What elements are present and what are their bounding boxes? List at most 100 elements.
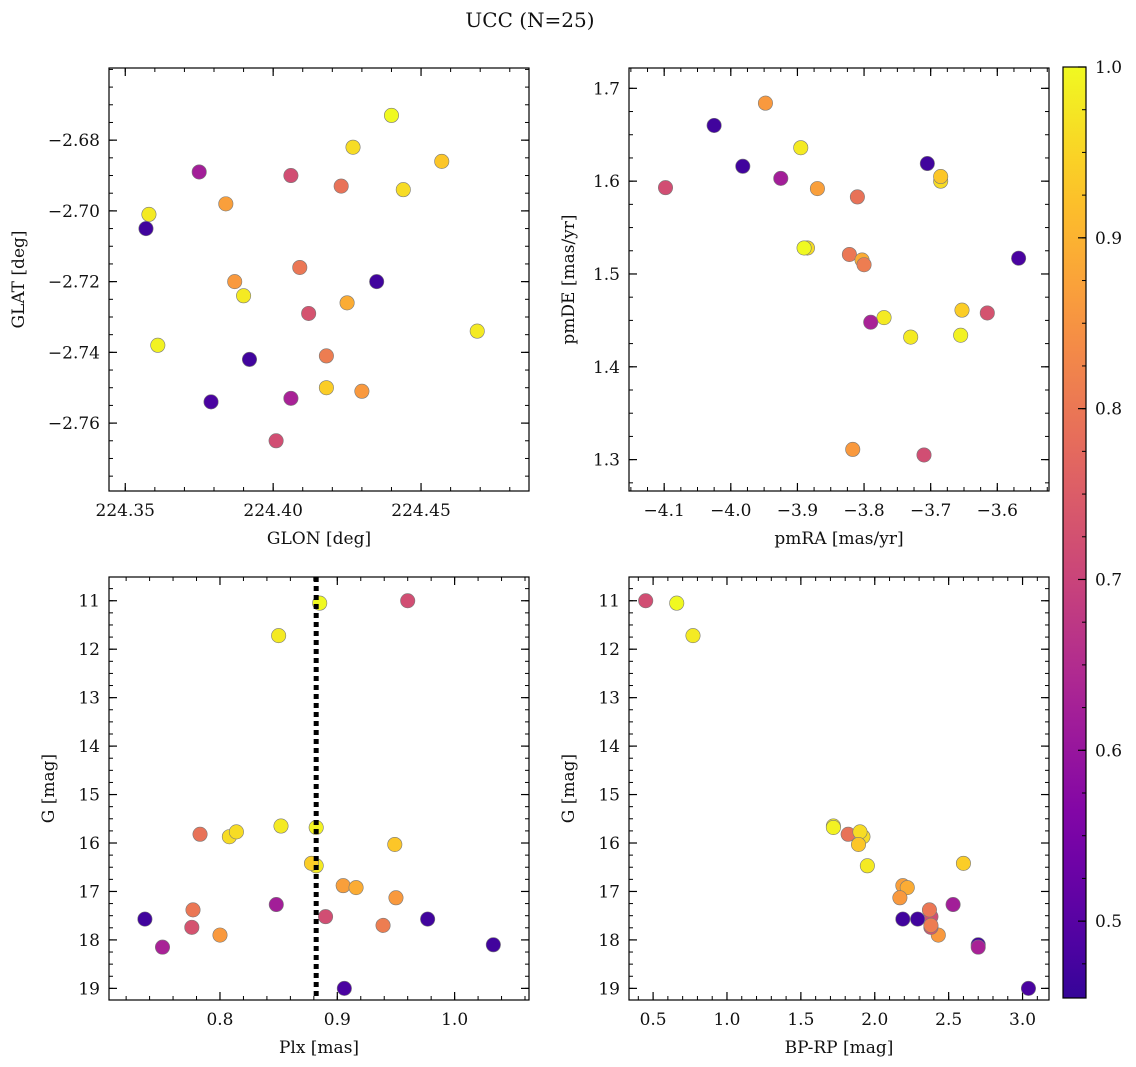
colorbar-tick-label: 0.6 xyxy=(1095,741,1122,761)
y-tick-label: 1.4 xyxy=(593,358,620,378)
y-tick-label: 1.5 xyxy=(593,265,620,285)
y-tick-label: 14 xyxy=(78,737,100,757)
y-tick-label: −2.72 xyxy=(48,273,100,293)
colorbar-tick-label: 0.5 xyxy=(1095,912,1122,932)
scatter-point xyxy=(348,880,364,896)
scatter-point xyxy=(375,917,391,933)
scatter-point xyxy=(919,156,935,172)
y-tick-label: 1.7 xyxy=(593,79,620,99)
scatter-point xyxy=(895,911,911,927)
scatter-point xyxy=(955,855,971,871)
y-axis-label: GLAT [deg] xyxy=(9,230,29,328)
scatter-point xyxy=(933,169,949,185)
scatter-point xyxy=(212,927,228,943)
y-tick-label: 13 xyxy=(598,689,620,709)
scatter-point xyxy=(863,314,879,330)
scatter-point xyxy=(485,937,501,953)
scatter-point xyxy=(658,180,674,196)
scatter-points xyxy=(658,95,1027,463)
scatter-point xyxy=(138,221,154,237)
y-tick-label: 14 xyxy=(598,737,620,757)
scatter-point xyxy=(236,288,252,304)
scatter-point xyxy=(141,206,157,222)
scatter-point xyxy=(268,897,284,913)
scatter-point xyxy=(387,836,403,852)
scatter-point xyxy=(185,902,201,918)
scatter-point xyxy=(369,274,385,290)
scatter-point xyxy=(283,390,299,406)
panel-4: 0.5 1.0 1.5 2.0 2.5 3.0 11 12 13 14 15 16 17 18 19 BP-R… xyxy=(559,576,1050,1058)
scatter-point xyxy=(339,295,355,311)
scatter-point xyxy=(184,919,200,935)
x-tick-label: 0.5 xyxy=(640,1010,667,1030)
colorbar: 0.5 0.6 0.7 0.8 0.9 1.0 xyxy=(1062,58,1122,999)
scatter-point xyxy=(335,878,351,894)
x-tick-label: 0.8 xyxy=(206,1010,233,1030)
scatter-point xyxy=(268,433,284,449)
minor-ticks xyxy=(109,577,529,1000)
x-tick-label: −3.6 xyxy=(977,501,1018,521)
y-tick-label: 16 xyxy=(598,834,620,854)
y-tick-label: 15 xyxy=(78,786,100,806)
colorbar-tick-label: 0.8 xyxy=(1095,400,1122,420)
scatter-point xyxy=(825,820,841,836)
x-tick-label: −3.8 xyxy=(843,501,884,521)
x-tick-label: 1.0 xyxy=(441,1010,468,1030)
scatter-points xyxy=(137,593,501,996)
scatter-point xyxy=(150,337,166,353)
scatter-point xyxy=(845,441,861,457)
x-tick-label: −3.9 xyxy=(777,501,818,521)
scatter-point xyxy=(383,107,399,123)
x-tick-label: 1.5 xyxy=(787,1010,814,1030)
scatter-point xyxy=(1020,980,1036,996)
x-axis-label: GLON [deg] xyxy=(267,529,371,549)
x-axis-label: pmRA [mas/yr] xyxy=(774,529,903,549)
scatter-points xyxy=(138,107,485,449)
scatter-point xyxy=(283,168,299,184)
x-tick-label: 224.35 xyxy=(96,501,155,521)
y-tick-label: 11 xyxy=(78,592,100,612)
scatter-point xyxy=(318,380,334,396)
axes-frame xyxy=(108,67,530,492)
panel-2: −4.1 −4.0 −3.9 −3.8 −3.7 −3.6 1.3 1.4 1.5 1.6 1.7 p… xyxy=(559,67,1050,549)
x-tick-label: 3.0 xyxy=(1009,1010,1036,1030)
scatter-point xyxy=(318,348,334,364)
x-tick-label: −4.0 xyxy=(710,501,751,521)
colorbar-tick-label: 1.0 xyxy=(1095,58,1122,78)
y-tick-label: 1.6 xyxy=(593,172,620,192)
y-tick-label: 15 xyxy=(598,786,620,806)
y-tick-label: −2.70 xyxy=(48,202,100,222)
panels: 224.35 224.40 224.45 −2.68 −2.70 −2.72 −2.74 −2… xyxy=(9,67,1050,1058)
colorbar-gradient xyxy=(1062,66,1087,999)
y-tick-label: 17 xyxy=(78,882,100,902)
scatter-point xyxy=(192,826,208,842)
colorbar-tick-label: 0.7 xyxy=(1095,570,1122,590)
scatter-point xyxy=(793,140,809,156)
y-tick-label: 17 xyxy=(598,882,620,902)
scatter-point xyxy=(154,939,170,955)
scatter-point xyxy=(910,911,926,927)
scatter-point xyxy=(841,246,857,262)
scatter-point xyxy=(849,189,865,205)
scatter-point xyxy=(851,836,867,852)
scatter-point xyxy=(856,257,872,273)
scatter-point xyxy=(852,824,868,840)
figure-title: UCC (N=25) xyxy=(465,8,594,32)
scatter-point xyxy=(191,164,207,180)
y-tick-label: −2.74 xyxy=(48,343,100,363)
scatter-point xyxy=(669,595,685,611)
scatter-point xyxy=(735,158,751,174)
scatter-point xyxy=(809,181,825,197)
y-tick-label: 12 xyxy=(78,640,100,660)
panel-1: 224.35 224.40 224.45 −2.68 −2.70 −2.72 −2.74 −2… xyxy=(9,67,530,549)
scatter-point xyxy=(395,182,411,198)
y-tick-label: 18 xyxy=(78,931,100,951)
x-tick-label: 2.5 xyxy=(935,1010,962,1030)
scatter-point xyxy=(388,890,404,906)
x-tick-label: −4.1 xyxy=(644,501,685,521)
scatter-point xyxy=(979,305,995,321)
scatter-point xyxy=(773,170,789,186)
y-tick-label: 19 xyxy=(78,979,100,999)
